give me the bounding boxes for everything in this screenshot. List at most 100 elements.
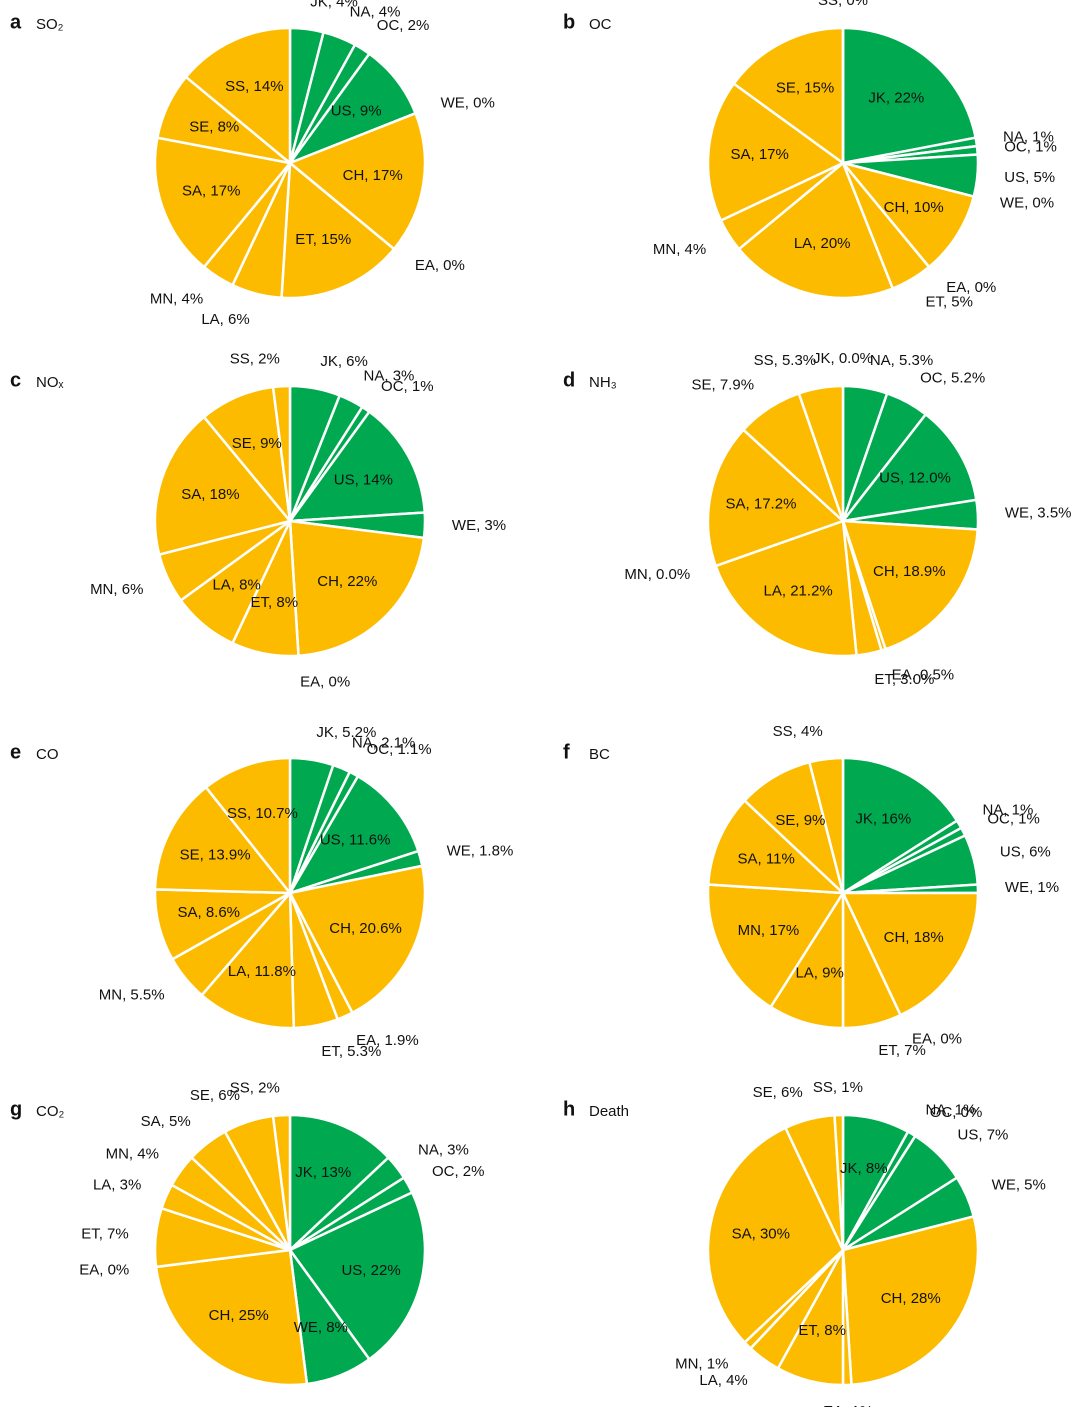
slice-label: CH, 18.9% [873, 563, 946, 580]
slice-label: ET, 15% [295, 231, 351, 248]
slice-label: NA, 4% [350, 3, 401, 20]
slice-label: CH, 18% [884, 929, 944, 946]
slice-label: SE, 9% [775, 812, 825, 829]
pie-slice [153, 785, 293, 895]
slice-label: CH, 20.6% [329, 920, 402, 937]
slice-label: CH, 10% [884, 199, 944, 216]
slice-label: US, 22% [341, 1262, 400, 1279]
pie-slice [841, 756, 959, 896]
slice-label: SS, 14% [225, 78, 283, 95]
panel-title: BC [589, 746, 610, 763]
slice-label: EA, 0.5% [892, 667, 955, 684]
pie-slice [839, 160, 976, 269]
slice-label: SA, 11% [738, 851, 795, 868]
slice-label: SS, 2% [230, 350, 280, 367]
slice-label: OC, 0% [930, 1104, 983, 1121]
pie-slice [833, 1113, 845, 1251]
pie-panel: b OC JK, 22% NA, 1%OC, 1% US, 5% WE, 0% CH, 10… [563, 0, 1057, 310]
pie-panel: d NH₃ JK, 0.0%NA, 5.3%OC, 5.2% US, 12.0% WE,… [563, 350, 1072, 688]
slice-label: CH, 17% [343, 167, 403, 184]
slice-label: OC, 1.1% [367, 741, 432, 758]
slice-label: SS, 4% [773, 723, 823, 740]
panel-label: d [563, 369, 575, 391]
pie-slice [706, 81, 846, 223]
pie-slice [841, 519, 980, 651]
pie-slice [154, 1248, 309, 1387]
pie-slice [288, 519, 426, 658]
pie-slice [737, 160, 895, 300]
slice-label: EA, 0% [300, 674, 350, 691]
slice-label: EA, 0% [79, 1261, 129, 1278]
pie-slice [706, 428, 846, 568]
slice-label: MN, 6% [90, 581, 143, 598]
slice-label: JK, 22% [868, 89, 924, 106]
slice-label: SE, 9% [232, 435, 282, 452]
pie-slice [288, 864, 427, 1015]
pie-panel: f BC JK, 16% NA, 1%OC, 1% US, 6% WE, 1% CH, 18… [563, 723, 1059, 1059]
slice-label: CH, 22% [317, 573, 377, 590]
panel-label: a [10, 11, 22, 33]
slice-label: ET, 3.0% [874, 671, 934, 688]
slice-label: NA, 1% [925, 1102, 976, 1119]
slice-label: SE, 15% [776, 79, 834, 96]
slice-label: WE, 0% [441, 94, 495, 111]
slice-label: EA, 1.9% [356, 1032, 419, 1049]
slice-label: OC, 2% [432, 1163, 485, 1180]
pie-slice [280, 160, 396, 300]
slice-label: US, 11.6% [320, 831, 391, 848]
pie-slice [204, 756, 292, 897]
slice-label: ET, 7% [878, 1042, 926, 1059]
slice-label: WE, 8% [294, 1319, 348, 1336]
slice-label: JK, 8% [840, 1160, 888, 1177]
panel-title: CO₂ [36, 1103, 65, 1120]
slice-label: LA, 20% [794, 235, 851, 252]
slice-label: ET, 8% [251, 594, 299, 611]
slice-label: SE, 7.9% [692, 377, 755, 394]
slice-label: MN, 17% [738, 922, 800, 939]
panel-label: f [563, 741, 570, 763]
slice-label: ET, 8% [798, 1322, 846, 1339]
slice-label: US, 14% [334, 472, 393, 489]
pie-slice [288, 1113, 391, 1253]
slice-label: WE, 1% [1005, 879, 1059, 896]
slice-label: SA, 17% [730, 146, 788, 163]
slice-label: SA, 8.6% [177, 904, 240, 921]
pie-panel: h Death JK, 8% NA, 1%OC, 0% US, 7% WE, 5% CH, … [563, 1079, 1046, 1407]
slice-label: SA, 30% [732, 1225, 790, 1242]
slice-label: OC, 1% [1004, 139, 1057, 156]
pie-slice [199, 889, 296, 1030]
slice-label: EA, 1% [823, 1403, 873, 1407]
slice-label: US, 5% [1004, 169, 1055, 186]
slice-label: LA, 21.2% [764, 583, 833, 600]
slice-label: JK, 16% [855, 811, 911, 828]
slice-label: MN, 4% [106, 1146, 159, 1163]
slice-label: CH, 25% [209, 1307, 269, 1324]
panel-title: Death [589, 1103, 629, 1120]
slice-label: SS, 10.7% [227, 805, 298, 822]
slice-label: ET, 7% [81, 1226, 129, 1243]
slice-label: US, 12.0% [879, 469, 951, 486]
pie-slice [706, 1126, 845, 1345]
slice-label: SA, 5% [141, 1113, 191, 1130]
slice-label: NA, 3% [418, 1142, 469, 1159]
slice-label: OC, 5.2% [920, 370, 985, 387]
pie-slice [841, 1214, 980, 1387]
panel-label: e [10, 741, 21, 763]
pie-slice [288, 1190, 427, 1361]
pie-panel: g CO₂ JK, 13% NA, 3% OC, 2% US, 22% WE, 8% CH, … [10, 1079, 485, 1387]
slice-label: MN, 4% [653, 241, 706, 258]
pie-slice [287, 774, 420, 896]
slice-label: NA, 3% [364, 368, 415, 385]
slice-label: SA, 18% [181, 486, 239, 503]
pie-slice [153, 136, 293, 269]
slice-label: LA, 11.8% [228, 963, 296, 980]
slice-label: OC, 1% [987, 810, 1040, 827]
slice-label: SS, 5.3% [754, 352, 817, 369]
panel-label: c [10, 369, 21, 391]
slice-label: JK, 4% [310, 0, 358, 10]
slice-label: NA, 5.3% [870, 352, 933, 369]
slice-label: LA, 9% [795, 964, 843, 981]
slice-label: SA, 17.2% [726, 495, 797, 512]
slice-label: NA, 1% [1003, 129, 1054, 146]
